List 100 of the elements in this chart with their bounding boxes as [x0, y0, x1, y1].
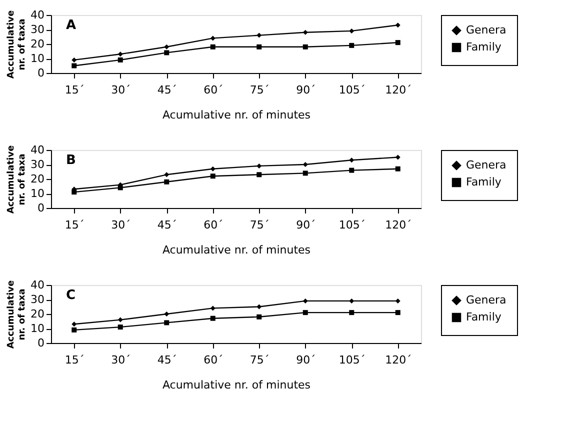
point: [118, 324, 123, 330]
x-tick-label: 30´: [111, 354, 131, 366]
x-axis-title: Acumulative nr. of minutes: [162, 108, 311, 122]
point: [256, 44, 262, 50]
y-axis-title: Accumulative nr. of taxa: [6, 10, 28, 79]
point: [256, 304, 262, 310]
x-tick-label: 75´: [250, 354, 270, 366]
point: [118, 57, 123, 62]
x-tick-label: 15´: [64, 84, 84, 96]
y-tick-label: 0: [38, 66, 44, 80]
x-tick-label: 90´: [296, 84, 316, 96]
point: [395, 154, 400, 160]
y-axis-title: Accumulative nr. of taxa: [6, 280, 28, 349]
x-tick-label: 120´: [385, 218, 412, 232]
x-tick-label: 45´: [157, 354, 177, 366]
point: [72, 63, 77, 68]
point: [210, 44, 216, 50]
point: [210, 316, 216, 321]
y-tick-label: 30: [30, 158, 44, 171]
point: [349, 298, 354, 304]
point: [164, 320, 170, 326]
point: [72, 190, 77, 195]
point: [349, 28, 354, 34]
y-axis-title: Accumulative nr. of taxa: [6, 145, 28, 214]
y-tick-label: 30: [30, 23, 44, 36]
point: [302, 310, 308, 316]
point: [210, 306, 216, 311]
x-tick-label: 75´: [250, 218, 270, 232]
point: [302, 44, 308, 50]
x-tick-label: 45´: [157, 84, 177, 96]
y-tick-label: 40: [30, 8, 44, 22]
point: [256, 172, 262, 178]
point: [302, 298, 308, 304]
point: [118, 317, 123, 322]
x-tick-label: 105´: [338, 218, 366, 232]
point: [164, 179, 170, 184]
point: [210, 174, 216, 179]
point: [395, 298, 400, 304]
point: [349, 168, 354, 173]
point: [349, 42, 354, 48]
point: [210, 166, 216, 172]
y-tick-label: 40: [30, 278, 44, 292]
legend-label: Genera: [466, 24, 506, 36]
x-tick-label: 30´: [111, 218, 131, 232]
legend-label: Family: [466, 310, 502, 324]
point: [164, 172, 170, 178]
point: [164, 44, 170, 50]
chart-title: A: [66, 18, 76, 33]
x-tick-label: 60´: [204, 354, 224, 366]
point: [395, 40, 400, 46]
point: [302, 170, 308, 176]
point: [349, 310, 354, 316]
point: [302, 30, 308, 35]
point: [349, 158, 354, 163]
y-tick-label: 40: [30, 144, 44, 156]
point: [72, 57, 77, 62]
x-tick-label: 120´: [385, 84, 412, 96]
y-tick-label: 20: [30, 172, 44, 186]
x-tick-label: 120´: [385, 354, 412, 366]
x-tick-label: 30´: [111, 84, 131, 96]
legend-label: Family: [466, 176, 502, 188]
point: [164, 50, 170, 56]
point: [118, 185, 123, 190]
y-tick-label: 10: [30, 52, 44, 65]
x-tick-label: 90´: [296, 354, 316, 366]
point: [72, 327, 77, 332]
x-tick-label: 15´: [64, 218, 84, 232]
point: [118, 52, 123, 57]
x-tick-label: 60´: [204, 218, 224, 232]
y-tick-label: 20: [30, 308, 44, 320]
x-axis-title: Acumulative nr. of minutes: [162, 378, 311, 392]
x-axis-title: Acumulative nr. of minutes: [162, 244, 311, 256]
y-tick-label: 10: [30, 322, 44, 335]
legend-label: Family: [466, 40, 502, 54]
point: [395, 310, 400, 316]
point: [256, 314, 262, 320]
x-tick-label: 15´: [64, 354, 84, 366]
point: [302, 162, 308, 167]
point: [395, 22, 400, 28]
chart-title: C: [66, 288, 76, 303]
point: [72, 322, 77, 327]
x-tick-label: 45´: [157, 218, 177, 232]
x-tick-label: 105´: [338, 84, 366, 96]
y-tick-label: 0: [38, 336, 44, 350]
y-tick-label: 0: [38, 202, 44, 214]
y-tick-label: 10: [30, 187, 44, 200]
y-tick-label: 30: [30, 293, 44, 306]
point: [164, 312, 170, 316]
point: [256, 163, 262, 168]
point: [256, 32, 262, 38]
x-tick-label: 105´: [338, 354, 366, 366]
x-tick-label: 90´: [296, 218, 316, 232]
x-tick-label: 75´: [250, 84, 270, 96]
point: [210, 36, 216, 41]
chart-title: B: [66, 153, 76, 168]
y-tick-label: 20: [30, 38, 44, 50]
point: [395, 166, 400, 172]
text: Genera: [466, 158, 506, 172]
x-tick-label: 60´: [204, 84, 224, 96]
text: Genera: [466, 294, 506, 306]
